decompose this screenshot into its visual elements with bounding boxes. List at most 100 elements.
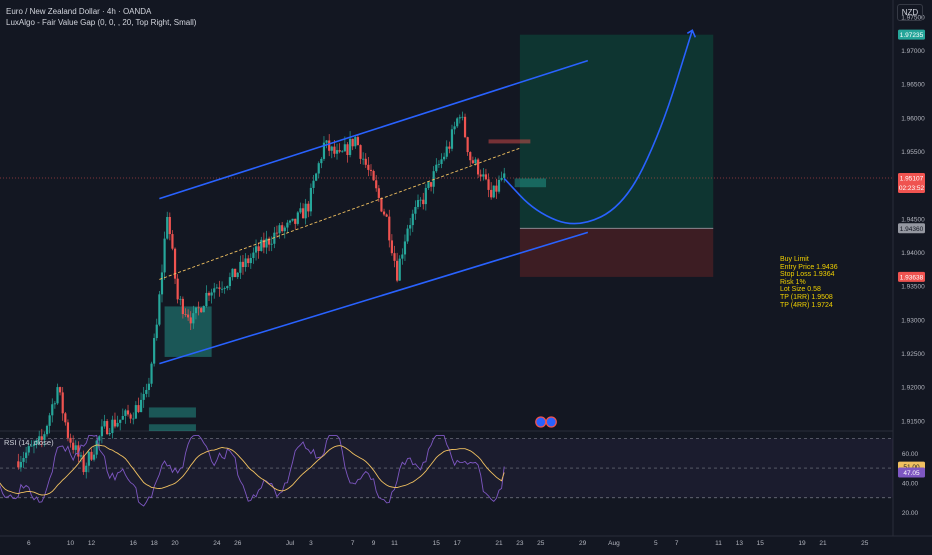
candle-body bbox=[197, 307, 200, 309]
candle-body bbox=[463, 116, 467, 138]
projection-curve bbox=[503, 30, 694, 225]
candle-body bbox=[247, 258, 250, 264]
candle-body bbox=[414, 206, 417, 214]
price-axis-tick: 1.94000 bbox=[901, 250, 925, 257]
candle-body bbox=[126, 410, 130, 415]
candle-body bbox=[103, 421, 106, 427]
candle-body bbox=[252, 252, 255, 259]
time-axis-tick: 24 bbox=[213, 540, 221, 547]
candle-body bbox=[108, 432, 111, 435]
candle-body bbox=[315, 173, 318, 181]
time-axis-tick: 6 bbox=[27, 540, 31, 547]
time-axis-tick: 25 bbox=[537, 540, 545, 547]
candle-body bbox=[328, 140, 331, 151]
candle-body bbox=[260, 239, 263, 252]
candle-body bbox=[51, 404, 54, 416]
candle-body bbox=[79, 455, 83, 457]
candle-body bbox=[77, 445, 80, 457]
take-profit-price-label-bg bbox=[898, 29, 925, 40]
rsi-line bbox=[0, 434, 505, 507]
candle-body bbox=[257, 246, 260, 252]
candle-body bbox=[278, 225, 281, 234]
trade-info-line: Lot Size 0.58 bbox=[780, 286, 821, 294]
channel-mid-line bbox=[159, 147, 521, 280]
time-axis-tick: 10 bbox=[67, 540, 75, 547]
candle-body bbox=[27, 446, 30, 453]
candle-body bbox=[116, 422, 119, 427]
candle-body bbox=[268, 238, 271, 245]
candle-body bbox=[367, 164, 370, 170]
candle-body bbox=[490, 189, 493, 198]
trade-info-line: TP (4RR) 1.9724 bbox=[780, 301, 833, 309]
candle-body bbox=[119, 419, 122, 423]
candle-body bbox=[456, 118, 459, 127]
candle-body bbox=[333, 146, 336, 154]
candle-body bbox=[398, 258, 401, 281]
candle-body bbox=[458, 117, 461, 119]
candle-body bbox=[226, 286, 229, 289]
candle-body bbox=[385, 214, 388, 217]
candle-body bbox=[231, 268, 234, 278]
candle-body bbox=[158, 294, 161, 325]
candle-body bbox=[401, 254, 404, 259]
time-axis-tick: 21 bbox=[819, 540, 827, 547]
symbol-title[interactable]: Euro / New Zealand Dollar · 4h · OANDA bbox=[6, 7, 152, 16]
time-axis-tick: 20 bbox=[171, 540, 179, 547]
candle-body bbox=[134, 405, 137, 419]
candle-body bbox=[124, 410, 127, 416]
time-axis-tick: Jul bbox=[286, 540, 295, 547]
candle-body bbox=[184, 314, 187, 315]
trade-info-line: Buy Limit bbox=[780, 256, 809, 263]
currency-button[interactable]: NZD bbox=[897, 4, 923, 21]
candle-body bbox=[497, 179, 501, 192]
time-axis-tick: 26 bbox=[234, 540, 242, 547]
candle-body bbox=[471, 160, 474, 164]
rsi-legend[interactable]: RSI (14, close) bbox=[4, 438, 54, 447]
candle-body bbox=[351, 138, 354, 147]
candle-body bbox=[218, 287, 221, 289]
indicator-legend[interactable]: LuxAlgo - Fair Value Gap (0, 0, , 20, To… bbox=[6, 18, 197, 27]
candle-body bbox=[453, 126, 456, 130]
candle-body bbox=[163, 238, 166, 273]
candle-body bbox=[286, 222, 289, 228]
rsi-ma-label: 47.05 bbox=[903, 470, 920, 477]
candle-body bbox=[189, 317, 192, 324]
projection-arrowhead bbox=[686, 29, 697, 38]
price-axis-tick: 1.94500 bbox=[901, 216, 925, 223]
fvg-box bbox=[148, 407, 196, 418]
fvg-box bbox=[148, 424, 196, 431]
candle-body bbox=[194, 307, 198, 314]
trade-info-box: Buy Limit Entry Price 1.9436 Stop Loss 1… bbox=[780, 256, 838, 309]
price-axis-tick: 1.93500 bbox=[901, 284, 925, 291]
candle-body bbox=[155, 324, 158, 339]
time-axis-tick: 7 bbox=[675, 540, 679, 547]
candle-body bbox=[168, 216, 171, 235]
candle-body bbox=[234, 268, 237, 278]
time-axis-tick: 5 bbox=[654, 540, 658, 547]
candle-body bbox=[356, 137, 360, 146]
candle-body bbox=[429, 182, 433, 187]
candle-body bbox=[424, 187, 427, 205]
candle-body bbox=[445, 146, 448, 157]
candle-body bbox=[304, 203, 307, 219]
candle-body bbox=[273, 232, 276, 244]
candle-body bbox=[113, 419, 117, 427]
candle-body bbox=[249, 258, 252, 264]
candle-body bbox=[354, 137, 357, 147]
candle-body bbox=[301, 208, 305, 219]
candle-body bbox=[171, 234, 174, 249]
candle-body bbox=[477, 159, 480, 175]
candle-body bbox=[461, 116, 464, 118]
rsi-ma-line bbox=[0, 444, 505, 496]
channel-upper-line bbox=[159, 59, 589, 200]
rsi-axis-tick: 20.00 bbox=[902, 510, 919, 517]
price-axis-tick: 1.96000 bbox=[901, 115, 925, 122]
candle-body bbox=[466, 137, 469, 153]
candle-body bbox=[422, 199, 425, 205]
candle-body bbox=[210, 292, 213, 296]
candle-body bbox=[443, 156, 446, 160]
candle-body bbox=[469, 152, 472, 161]
candle-body bbox=[215, 287, 218, 289]
